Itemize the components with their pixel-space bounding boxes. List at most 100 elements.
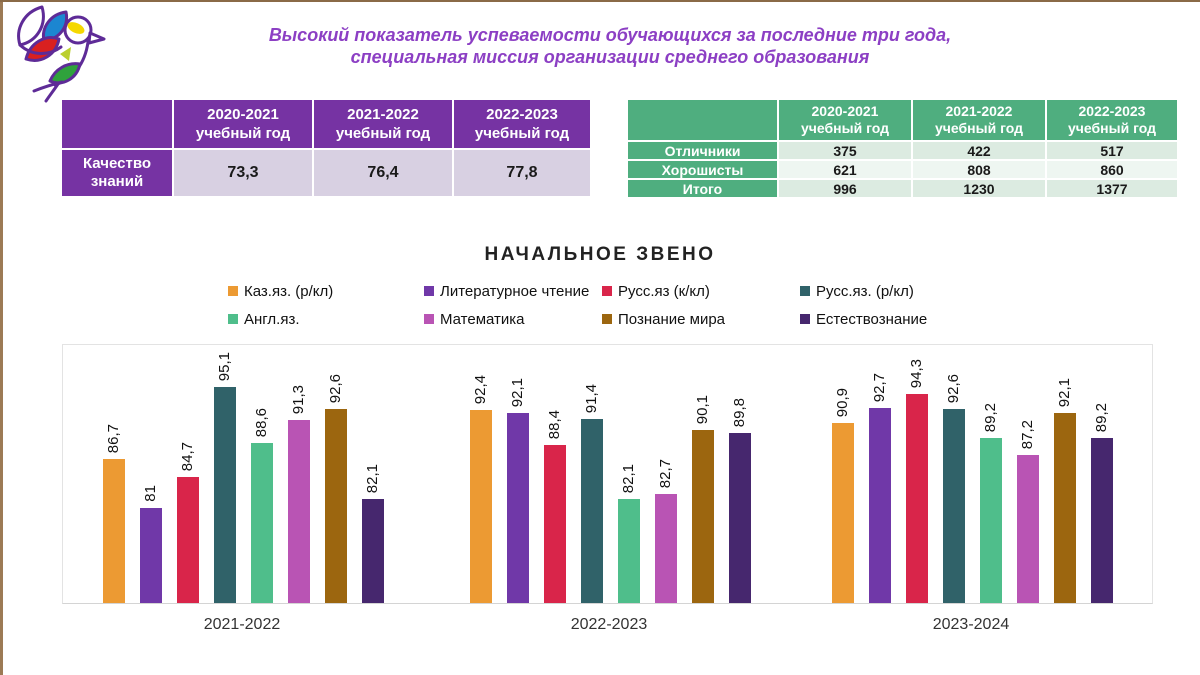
- bar-2023-2024-s0: [832, 423, 854, 603]
- quality-year-header-0-year: 2020-2021: [207, 106, 279, 123]
- quality-year-header-2: 2022-2023 учебный год: [454, 100, 590, 148]
- quality-row-label: Качество знаний: [62, 150, 172, 196]
- quality-year-header-2-caption: учебный год: [474, 125, 570, 142]
- bar-value-label: 91,3: [290, 384, 307, 414]
- chart-plot-area: 86,7 81 84,7 95,1 88,6 91,3 92,6 82,1 92,4 92,1 88…: [62, 344, 1153, 604]
- quality-year-header-1: 2021-2022 учебный год: [314, 100, 452, 148]
- legend-item-2: Русс.яз (к/кл): [602, 281, 710, 301]
- bar-2023-2024-s2: [906, 394, 928, 603]
- bar-value-label: 88,6: [253, 407, 270, 437]
- quality-value-1: 76,4: [314, 150, 452, 196]
- bar-value-label: 92,6: [945, 373, 962, 403]
- bar-2023-2024-s4: [980, 438, 1002, 603]
- quality-year-header-1-year: 2021-2022: [347, 106, 419, 123]
- bar-2021-2022-s7: [362, 499, 384, 603]
- legend-label-6: Познание мира: [618, 310, 726, 328]
- achievers-year-header-1: 2021-2022 учебный год: [913, 100, 1045, 140]
- bar-value-label: 82,7: [657, 458, 674, 488]
- bar-value-label: 89,2: [982, 402, 999, 432]
- legend-item-1: Литературное чтение: [424, 281, 589, 301]
- slide-border-left: [0, 0, 3, 675]
- bar-value-label: 82,1: [620, 463, 637, 493]
- legend-swatch-icon: [800, 286, 810, 296]
- bar-value-label: 89,8: [731, 397, 748, 427]
- bar-2021-2022-s3: [214, 387, 236, 603]
- category-label-1: 2022-2023: [570, 616, 648, 633]
- bar-value-label: 82,1: [364, 463, 381, 493]
- bird-flower-logo: [17, 5, 106, 103]
- legend-label-0: Каз.яз. (р/кл): [244, 282, 334, 300]
- bar-2022-2023-s4: [618, 499, 640, 603]
- achievers-row-label-0: Отличники: [628, 142, 777, 159]
- achievers-year-header-2-year: 2022-2023: [1078, 103, 1146, 119]
- bar-2021-2022-s2: [177, 477, 199, 603]
- bar-value-label: 84,7: [179, 441, 196, 471]
- legend-label-7: Естествознание: [816, 310, 928, 328]
- achievers-year-header-1-year: 2021-2022: [945, 103, 1013, 119]
- bar-value-label: 90,9: [834, 387, 851, 417]
- legend-item-5: Математика: [424, 309, 525, 329]
- quality-table: 2020-2021 учебный год 2021-2022 учебный год…: [62, 100, 590, 196]
- achievers-value-1-0: 621: [779, 161, 911, 178]
- achievers-row-label-2: Итого: [628, 180, 777, 197]
- bar-2021-2022-s4: [251, 443, 273, 603]
- bar-value-label: 81: [142, 485, 159, 502]
- achievers-year-header-0-year: 2020-2021: [811, 103, 879, 119]
- legend-swatch-icon: [228, 314, 238, 324]
- legend-swatch-icon: [424, 286, 434, 296]
- achievers-year-header-1-caption: учебный год: [935, 120, 1023, 136]
- bar-2021-2022-s6: [325, 409, 347, 603]
- slide-title-line2: специальная миссия организации среднего …: [350, 47, 870, 67]
- bar-2022-2023-s2: [544, 445, 566, 603]
- achievers-value-1-1: 808: [913, 161, 1045, 178]
- achievers-year-header-0: 2020-2021 учебный год: [779, 100, 911, 140]
- bar-value-label: 92,4: [472, 374, 489, 404]
- bar-2023-2024-s3: [943, 409, 965, 603]
- achievers-value-0-1: 422: [913, 142, 1045, 159]
- legend-item-4: Англ.яз.: [228, 309, 300, 329]
- achievers-value-2-2: 1377: [1047, 180, 1177, 197]
- bar-value-label: 86,7: [105, 423, 122, 453]
- quality-year-header-2-year: 2022-2023: [486, 106, 558, 123]
- quality-year-header-1-caption: учебный год: [335, 125, 431, 142]
- chart-category-axis: 2021-2022 2022-2023 2023-2024: [62, 616, 1153, 638]
- bar-2023-2024-s1: [869, 408, 891, 603]
- bar-value-label: 88,4: [546, 409, 563, 439]
- bar-2022-2023-s3: [581, 419, 603, 603]
- bar-2021-2022-s0: [103, 459, 125, 603]
- category-label-0: 2021-2022: [203, 616, 281, 633]
- bar-2022-2023-s0: [470, 410, 492, 603]
- legend-item-7: Естествознание: [800, 309, 927, 329]
- bar-value-label: 92,6: [327, 373, 344, 403]
- quality-year-header-0-caption: учебный год: [195, 125, 291, 142]
- legend-label-1: Литературное чтение: [440, 282, 590, 300]
- achievers-corner-cell: [628, 100, 777, 140]
- bar-2023-2024-s7: [1091, 438, 1113, 603]
- legend-label-4: Англ.яз.: [244, 310, 300, 328]
- achievers-table: 2020-2021 учебный год 2021-2022 учебный год…: [628, 100, 1177, 197]
- slide-border-top: [0, 0, 1200, 2]
- legend-item-0: Каз.яз. (р/кл): [228, 281, 333, 301]
- legend-swatch-icon: [228, 286, 238, 296]
- bar-value-label: 87,2: [1019, 419, 1036, 449]
- achievers-value-1-2: 860: [1047, 161, 1177, 178]
- legend-item-3: Русс.яз. (р/кл): [800, 281, 914, 301]
- achievers-year-header-2: 2022-2023 учебный год: [1047, 100, 1177, 140]
- bar-2021-2022-s1: [140, 508, 162, 603]
- achievers-value-0-2: 517: [1047, 142, 1177, 159]
- bar-2022-2023-s7: [729, 433, 751, 603]
- bar-value-label: 89,2: [1093, 402, 1110, 432]
- bar-2022-2023-s6: [692, 430, 714, 603]
- legend-item-6: Познание мира: [602, 309, 725, 329]
- category-label-2: 2023-2024: [932, 616, 1010, 633]
- legend-swatch-icon: [800, 314, 810, 324]
- quality-value-0: 73,3: [174, 150, 312, 196]
- bar-2022-2023-s1: [507, 413, 529, 603]
- legend-label-2: Русс.яз (к/кл): [618, 282, 710, 300]
- legend-label-5: Математика: [440, 310, 525, 328]
- achievers-year-header-0-caption: учебный год: [801, 120, 889, 136]
- achievers-year-header-2-caption: учебный год: [1068, 120, 1156, 136]
- achievers-value-2-1: 1230: [913, 180, 1045, 197]
- quality-year-header-0: 2020-2021 учебный год: [174, 100, 312, 148]
